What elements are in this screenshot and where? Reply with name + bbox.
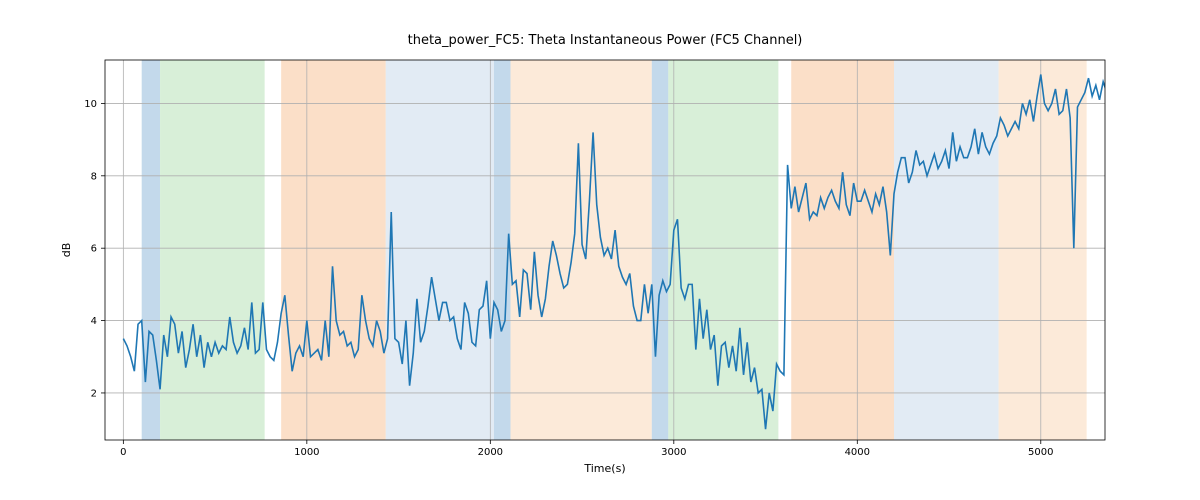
x-axis-label: Time(s) (583, 462, 625, 475)
y-tick-label: 4 (91, 316, 97, 327)
band (652, 60, 669, 440)
band (894, 60, 999, 440)
band (668, 60, 778, 440)
x-tick-label: 0 (120, 447, 126, 458)
x-tick-label: 3000 (661, 447, 686, 458)
y-axis-label: dB (60, 243, 73, 258)
band (511, 60, 652, 440)
band (142, 60, 160, 440)
band (386, 60, 494, 440)
band (999, 60, 1087, 440)
band (160, 60, 265, 440)
background-bands (142, 60, 1087, 440)
y-tick-label: 2 (91, 388, 97, 399)
x-tick-label: 2000 (478, 447, 503, 458)
chart-title: theta_power_FC5: Theta Instantaneous Pow… (408, 33, 803, 48)
y-tick-label: 6 (91, 244, 97, 255)
x-tick-label: 4000 (845, 447, 870, 458)
line-chart: 0 1000 2000 3000 4000 5000 2 4 6 8 10 Time(s) dB thet… (0, 0, 1200, 500)
band (791, 60, 894, 440)
band (281, 60, 386, 440)
x-tick-label: 5000 (1028, 447, 1053, 458)
y-tick-label: 10 (84, 99, 97, 110)
chart-container: 0 1000 2000 3000 4000 5000 2 4 6 8 10 Time(s) dB thet… (0, 0, 1200, 500)
y-tick-label: 8 (91, 171, 97, 182)
x-tick-label: 1000 (294, 447, 319, 458)
